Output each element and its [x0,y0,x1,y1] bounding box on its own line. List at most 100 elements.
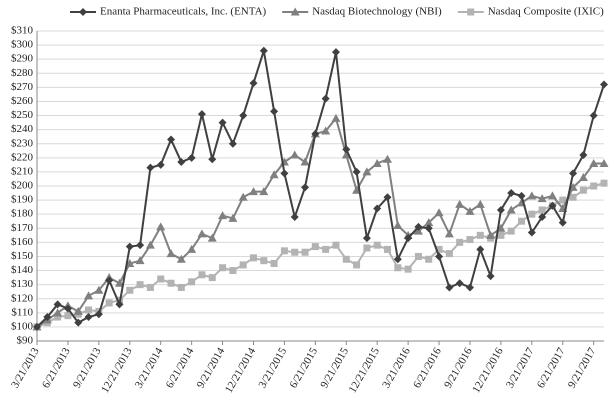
marker [197,229,207,238]
marker [527,191,537,200]
marker [73,306,83,315]
marker [167,279,175,287]
marker [434,208,444,217]
marker [384,245,392,253]
marker [228,139,237,148]
marker [383,193,392,202]
marker [394,264,402,272]
marker [425,255,433,263]
marker [269,170,279,179]
x-tick-label: 9/21/2015 [318,345,351,390]
marker [373,241,381,249]
marker [85,306,93,314]
marker [600,179,608,187]
series-line [36,50,605,328]
marker [559,196,567,204]
x-tick-label: 9/21/2016 [442,345,475,390]
marker [136,281,144,289]
marker [435,245,443,253]
marker [291,248,299,256]
x-tick-label: 6/21/2014 [164,345,197,390]
marker [465,206,475,215]
marker [445,250,453,258]
marker [43,313,52,322]
marker [424,224,433,233]
marker [290,7,300,16]
marker [197,110,206,119]
y-tick-label: $310 [11,25,34,37]
marker [507,189,516,198]
marker [445,283,454,292]
marker [84,313,93,322]
marker [311,243,319,251]
marker [590,182,598,190]
legend-label: Nasdaq Biotechnology (NBI) [312,6,442,18]
marker [579,151,588,159]
marker [260,257,268,265]
marker [373,204,382,213]
marker [444,229,454,238]
marker [135,256,145,265]
y-tick-label: $190 [11,194,34,206]
y-tick-label: $180 [11,208,34,220]
marker [569,193,577,201]
y-tick-label: $230 [11,137,34,149]
y-tick-label: $160 [11,236,34,248]
x-tick-label: 12/21/2014 [223,345,259,395]
marker [105,276,114,285]
marker [475,199,485,208]
marker [208,155,217,164]
marker [497,231,505,239]
x-tick-label: 9/21/2017 [566,345,599,390]
x-tick-label: 6/21/2016 [411,345,444,390]
marker [600,80,608,89]
marker [467,8,475,16]
legend-label: Enanta Pharmaceuticals, Inc. (ENTA) [100,6,267,18]
marker [177,158,186,167]
y-tick-label: $250 [11,109,34,121]
marker [353,261,361,269]
x-tick-label: 3/21/2015 [257,345,290,390]
marker [290,150,300,159]
marker [331,113,341,122]
marker [229,267,237,275]
marker [589,158,599,167]
marker [249,79,258,88]
marker [280,247,288,255]
marker [259,187,269,196]
marker [372,158,382,167]
marker [322,245,330,253]
marker [94,285,104,294]
marker [219,264,227,272]
marker [208,274,216,282]
marker [115,300,124,309]
y-tick-label: $270 [11,81,34,93]
marker [414,252,422,260]
marker [53,308,63,317]
marker [496,205,505,214]
marker [548,201,557,210]
marker [145,240,155,249]
marker [239,261,247,269]
y-tick-label: $300 [11,39,34,51]
marker [599,158,609,167]
marker [466,236,474,244]
marker [383,154,393,163]
marker [187,244,197,253]
y-tick-label: $280 [11,67,34,79]
marker [54,313,62,321]
marker [188,278,196,286]
x-tick-label: 3/21/2017 [504,345,537,390]
marker [33,322,41,331]
marker [218,118,227,127]
marker [393,255,402,264]
marker [157,275,165,283]
marker [187,153,196,162]
marker [455,279,464,288]
marker [270,107,279,116]
marker [94,310,103,319]
marker [114,278,124,287]
marker [569,169,578,178]
marker [435,252,444,261]
